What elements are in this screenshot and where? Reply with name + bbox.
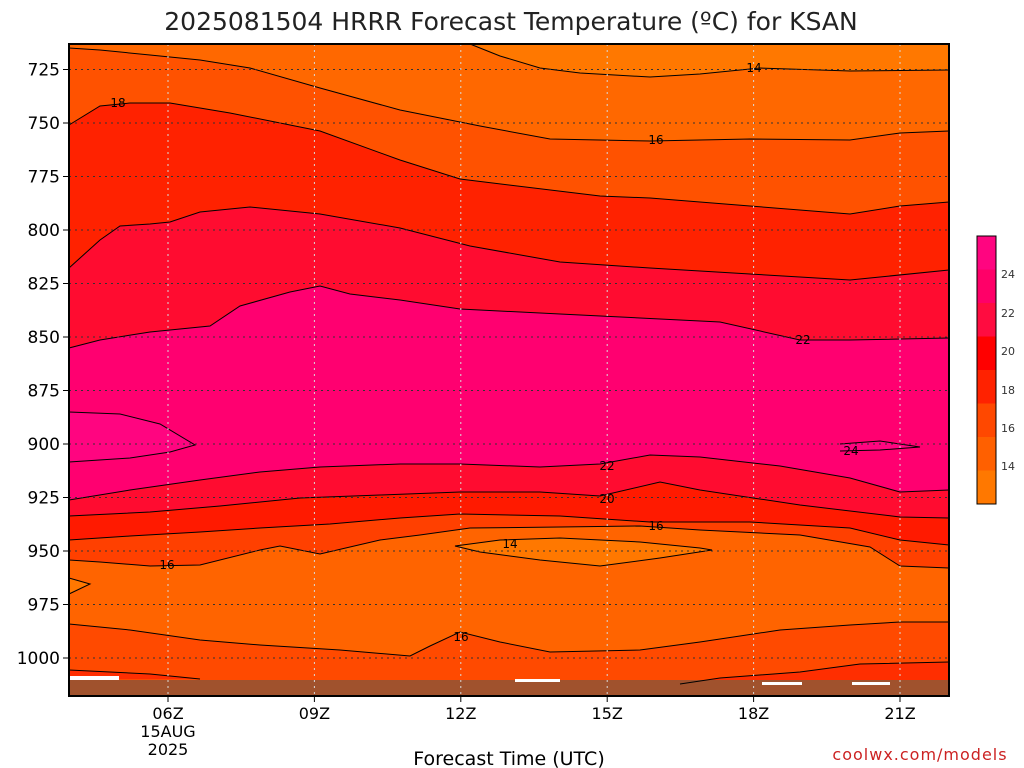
y-tick-label: 800 <box>28 221 60 241</box>
y-tick-label: 875 <box>28 382 60 402</box>
band-14-16-low <box>69 526 949 656</box>
y-tick-label: 975 <box>28 596 60 616</box>
colorbar-segment <box>977 403 996 438</box>
plot-border <box>68 43 950 697</box>
x-axis: 06Z 09Z 12Z 15Z 18Z 21Z <box>152 696 916 723</box>
chart-title: 2025081504 HRRR Forecast Temperature (ºC… <box>164 7 857 36</box>
x-tick-label: 21Z <box>884 704 915 723</box>
colorbar-segment <box>977 269 996 304</box>
y-axis: 725 750 775 800 825 850 875 900 925 950 975 1000 <box>17 61 69 669</box>
y-tick-label: 1000 <box>17 649 60 669</box>
colorbar-tick-label: 14 <box>1001 460 1015 473</box>
band-14-inner <box>455 538 712 566</box>
ground <box>69 680 949 696</box>
band-surface-warm <box>69 662 949 684</box>
colorbar-segment <box>977 470 996 505</box>
band-bottom <box>69 622 949 680</box>
ground-white <box>69 676 119 680</box>
contour-label: 16 <box>159 558 174 572</box>
x-tick-label: 06Z <box>152 704 183 723</box>
contour-24-right <box>839 440 921 452</box>
colorbar-border <box>976 235 997 505</box>
contour-label: 14 <box>746 61 761 75</box>
band-20-22-low <box>69 455 949 518</box>
contour-20-low <box>68 481 950 519</box>
contour-label: 14 <box>502 537 517 551</box>
x-axis-label: Forecast Time (UTC) <box>413 748 604 768</box>
colorbar-segment <box>977 236 996 270</box>
x-tick-label: 15Z <box>592 704 623 723</box>
credit-text: coolwx.com/models <box>832 745 1007 764</box>
contour-14-blip <box>68 577 92 595</box>
contour-label: 16 <box>648 519 663 533</box>
colorbar-segment <box>977 303 996 337</box>
grid <box>69 44 949 696</box>
contour-16-top <box>68 47 950 142</box>
ground-white <box>515 679 560 682</box>
contour-label: 22 <box>599 459 614 473</box>
contour-18-low <box>68 513 950 546</box>
band-24-left <box>69 412 195 462</box>
contour-18-top <box>68 102 950 215</box>
x-tick-label: 12Z <box>445 704 476 723</box>
band-16-18-low <box>69 514 949 568</box>
x-date-line1: 15AUG <box>140 722 195 741</box>
contour-18-bottom-right <box>679 661 950 685</box>
colorbar-segment <box>977 370 996 404</box>
y-tick-label: 850 <box>28 328 60 348</box>
colorbar-tick-label: 22 <box>1001 307 1015 320</box>
contour-label: 20 <box>599 492 614 506</box>
contour-label: 16 <box>648 133 663 147</box>
band-20-22 <box>69 207 949 348</box>
contour-22-low <box>68 454 950 501</box>
contour-label: 24 <box>843 444 858 458</box>
contour-label: 22 <box>795 333 810 347</box>
contour-20-top <box>68 206 950 281</box>
colorbar-segment <box>977 336 996 371</box>
x-tick-label: 18Z <box>738 704 769 723</box>
x-tick-label: 09Z <box>299 704 330 723</box>
band-22-24 <box>69 286 949 500</box>
colorbar-tick-label: 16 <box>1001 422 1015 435</box>
contour-labels: 14 18 16 22 24 22 20 16 14 16 16 <box>110 61 858 644</box>
contour-lines <box>68 43 950 685</box>
colorbar-tick-label: 24 <box>1001 268 1015 281</box>
band-18-20 <box>69 103 949 280</box>
contour-label: 16 <box>453 630 468 644</box>
ground-white <box>762 682 802 685</box>
contour-18-bottom-left <box>68 669 201 680</box>
x-date-line2: 2025 <box>148 740 189 759</box>
band-14-left-blip <box>69 578 90 594</box>
contour-24-left <box>68 411 197 463</box>
colorbar-segment <box>977 437 996 471</box>
contour-16-bottom <box>68 621 949 657</box>
y-tick-label: 775 <box>28 168 60 188</box>
y-tick-label: 825 <box>28 275 60 295</box>
contour-fill <box>69 44 949 696</box>
y-tick-label: 900 <box>28 435 60 455</box>
ground-white <box>852 682 890 685</box>
contour-label: 18 <box>110 96 125 110</box>
contour-14-inner <box>454 537 713 567</box>
contour-16-low <box>68 525 950 569</box>
colorbar-tick-label: 18 <box>1001 384 1015 397</box>
y-tick-label: 925 <box>28 489 60 509</box>
y-tick-label: 725 <box>28 61 60 81</box>
colorbar-tick-label: 20 <box>1001 345 1015 358</box>
contour-22-top <box>68 285 950 349</box>
y-tick-label: 950 <box>28 542 60 562</box>
colorbar: 14 16 18 20 22 24 <box>976 235 1015 505</box>
y-tick-label: 750 <box>28 114 60 134</box>
